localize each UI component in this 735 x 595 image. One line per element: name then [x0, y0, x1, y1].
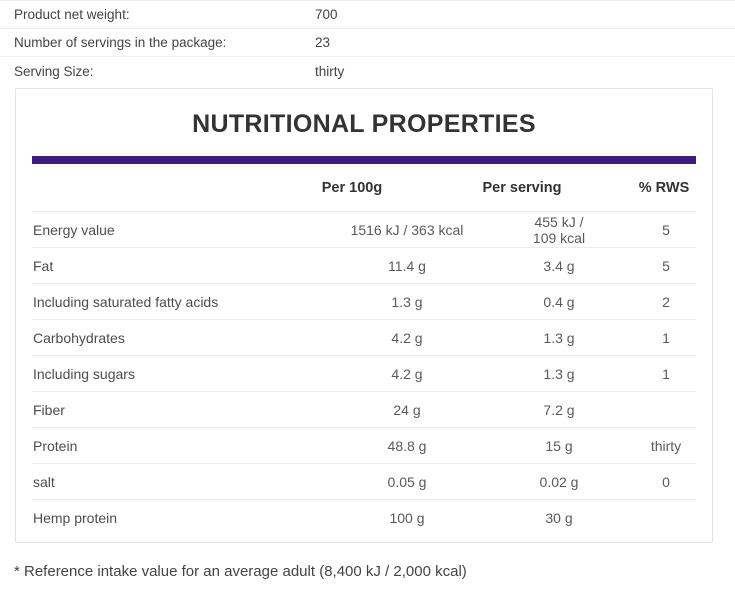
value-per-100g: 100 g	[389, 510, 425, 526]
value-per-serving: 30 g	[545, 510, 573, 526]
value-rws: 5	[662, 257, 670, 274]
value-per-100g: 48.8 g	[387, 437, 427, 454]
row-label: Fat	[33, 257, 54, 274]
header-per-100g: Per 100g	[321, 179, 383, 196]
table-row: Carbohydrates 4.2 g 1.3 g 1	[32, 320, 696, 356]
value-per-serving: 3.4 g	[543, 257, 575, 274]
value-per-100g: 4.2 g	[391, 365, 423, 382]
product-info-row: Product net weight: 700	[0, 1, 735, 29]
value-per-100g: 0.05 g	[387, 473, 427, 490]
serving-size-label: Serving Size:	[14, 63, 94, 79]
table-row: Hemp protein 100 g 30 g	[32, 500, 696, 536]
value-rws: 0	[662, 473, 670, 490]
value-rws: thirty	[650, 437, 682, 454]
value-per-serving: 1.3 g	[543, 329, 575, 346]
value-rws: 2	[662, 293, 670, 310]
value-rws: 1	[662, 329, 670, 346]
table-row: Protein 48.8 g 15 g thirty	[32, 428, 696, 464]
header-rws: % RWS	[638, 179, 690, 196]
value-per-100g: 1.3 g	[391, 293, 423, 310]
footnote: * Reference intake value for an average …	[14, 563, 467, 580]
value-per-serving: 0.02 g	[539, 473, 579, 490]
nutrition-table: Per 100g Per serving % RWS Energy value …	[32, 164, 696, 536]
servings-count-value: 23	[315, 35, 331, 50]
value-per-serving: 0.4 g	[543, 293, 575, 310]
value-per-serving: 1.3 g	[543, 365, 575, 382]
value-rws: 5	[662, 221, 670, 238]
row-label: Fiber	[33, 401, 65, 418]
serving-size-value: thirty	[315, 63, 345, 79]
header-per-serving: Per serving	[482, 179, 562, 196]
value-per-100g: 1516 kJ / 363 kcal	[350, 221, 464, 238]
value-per-serving: 7.2 g	[543, 401, 575, 418]
nutrition-title: NUTRITIONAL PROPERTIES	[192, 110, 536, 138]
row-label: Including sugars	[33, 365, 135, 382]
servings-count-label: Number of servings in the package:	[14, 35, 227, 50]
product-net-weight-label: Product net weight:	[14, 7, 130, 22]
row-label: Protein	[33, 437, 78, 454]
value-rws: 1	[662, 365, 670, 382]
value-per-100g: 4.2 g	[391, 329, 423, 346]
row-label: Including saturated fatty acids	[33, 293, 219, 310]
product-net-weight-value: 700	[315, 7, 338, 22]
value-per-100g: 11.4 g	[388, 257, 426, 274]
value-per-100g: 24 g	[393, 401, 421, 418]
row-label: Energy value	[33, 221, 115, 238]
value-per-serving: 455 kJ / 109 kcal	[532, 213, 586, 246]
row-label: salt	[33, 473, 55, 490]
table-header-row: Per 100g Per serving % RWS	[32, 164, 696, 212]
row-label: Carbohydrates	[33, 329, 125, 346]
product-info-section: Product net weight: 700 Number of servin…	[0, 0, 735, 85]
product-info-row: Serving Size: thirty	[0, 57, 735, 85]
table-row: Including saturated fatty acids 1.3 g 0.…	[32, 284, 696, 320]
table-row: salt 0.05 g 0.02 g 0	[32, 464, 696, 500]
table-row: Energy value 1516 kJ / 363 kcal 455 kJ /…	[32, 212, 696, 248]
product-info-row: Number of servings in the package: 23	[0, 29, 735, 57]
row-label: Hemp protein	[33, 510, 118, 526]
value-per-serving: 15 g	[545, 437, 573, 454]
table-row: Fat 11.4 g 3.4 g 5	[32, 248, 696, 284]
table-row: Fiber 24 g 7.2 g	[32, 392, 696, 428]
table-row: Including sugars 4.2 g 1.3 g 1	[32, 356, 696, 392]
nutrition-card: NUTRITIONAL PROPERTIES Per 100g Per serv…	[15, 88, 713, 543]
accent-bar	[32, 156, 696, 164]
